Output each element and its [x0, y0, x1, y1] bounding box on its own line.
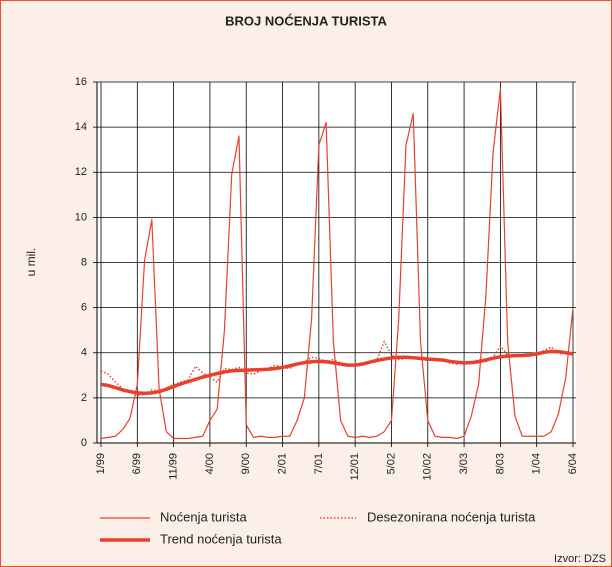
x-tick-label: 7/01 [313, 453, 325, 474]
x-tick-label: 6/04 [567, 453, 579, 474]
y-tick-label: 16 [75, 76, 87, 88]
source: Izvor: DZS [554, 553, 606, 565]
x-tick-label: 6/99 [131, 453, 143, 474]
x-tick-label: 10/02 [422, 453, 434, 481]
legend-label: Desezonirana noćenja turista [367, 509, 536, 524]
x-tick-label: 3/03 [458, 453, 470, 474]
x-tick-label: 1/99 [95, 453, 107, 474]
y-axis-label: u mil. [24, 248, 38, 277]
y-tick-label: 6 [81, 302, 87, 314]
x-tick-label: 2/01 [276, 453, 288, 474]
y-tick-label: 2 [81, 392, 87, 404]
x-tick-label: 5/02 [385, 453, 397, 474]
x-tick-label: 12/01 [349, 453, 361, 481]
y-tick-label: 14 [75, 121, 87, 133]
y-tick-label: 10 [75, 211, 87, 223]
x-tick-label: 11/99 [168, 453, 180, 480]
legend-label: Trend noćenja turista [160, 531, 282, 546]
x-tick-label: 1/04 [531, 453, 543, 474]
series-line [100, 88, 574, 440]
x-tick-label: 8/03 [494, 453, 506, 474]
y-tick-label: 12 [75, 166, 87, 178]
series-line [100, 340, 574, 397]
x-tick-label: 9/00 [240, 453, 252, 474]
series-line [100, 349, 574, 396]
chart-title: BROJ NOĆENJA TURISTA [225, 13, 387, 28]
y-tick-label: 4 [81, 347, 87, 359]
y-tick-label: 0 [81, 437, 87, 449]
x-tick-label: 4/00 [204, 453, 216, 474]
legend-label: Noćenja turista [160, 509, 247, 524]
y-tick-label: 8 [81, 256, 87, 268]
